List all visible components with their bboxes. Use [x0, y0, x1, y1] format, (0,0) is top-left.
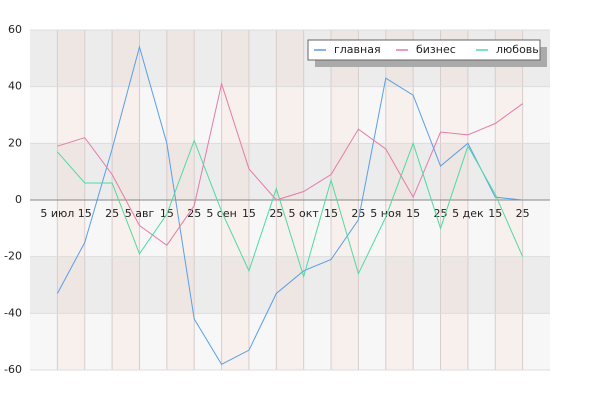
x-tick-label: 25: [516, 207, 530, 220]
y-tick-label: 60: [8, 23, 22, 36]
y-tick-label: 40: [8, 80, 22, 93]
x-tick-label: 15: [324, 207, 338, 220]
x-tick-label: 25: [105, 207, 119, 220]
x-tick-label: 5 окт: [289, 207, 320, 220]
band: [30, 200, 550, 257]
series-line: [57, 81, 523, 247]
series-line: [56, 45, 523, 365]
x-tick-label: 15: [78, 207, 92, 220]
legend-label: бизнес: [416, 43, 456, 56]
y-tick-label: 0: [15, 193, 22, 206]
x-tick-label: 15: [242, 207, 256, 220]
x-tick-label: 5 дек: [452, 207, 484, 220]
y-tick-label: -40: [4, 306, 22, 319]
x-tick-label: 15: [406, 207, 420, 220]
band: [30, 256, 550, 314]
x-tick-label: 25: [269, 207, 283, 220]
y-tick-label: 20: [8, 136, 22, 149]
legend-label: главная: [334, 43, 381, 56]
band: [30, 313, 550, 370]
x-tick-label: 5 авг: [125, 207, 155, 220]
x-tick-label: 5 ноя: [370, 207, 401, 220]
x-tick-label: 25: [351, 207, 365, 220]
legend: [307, 39, 541, 61]
x-tick-label: 5 июл: [40, 207, 74, 220]
y-tick-label: -60: [4, 363, 22, 376]
legend-label: любовь: [496, 43, 539, 56]
x-tick-label: 15: [488, 207, 502, 220]
y-tick-label: -20: [4, 250, 22, 263]
band: [30, 143, 550, 200]
series-line: [56, 139, 524, 279]
x-tick-label: 5 сен: [206, 207, 237, 220]
